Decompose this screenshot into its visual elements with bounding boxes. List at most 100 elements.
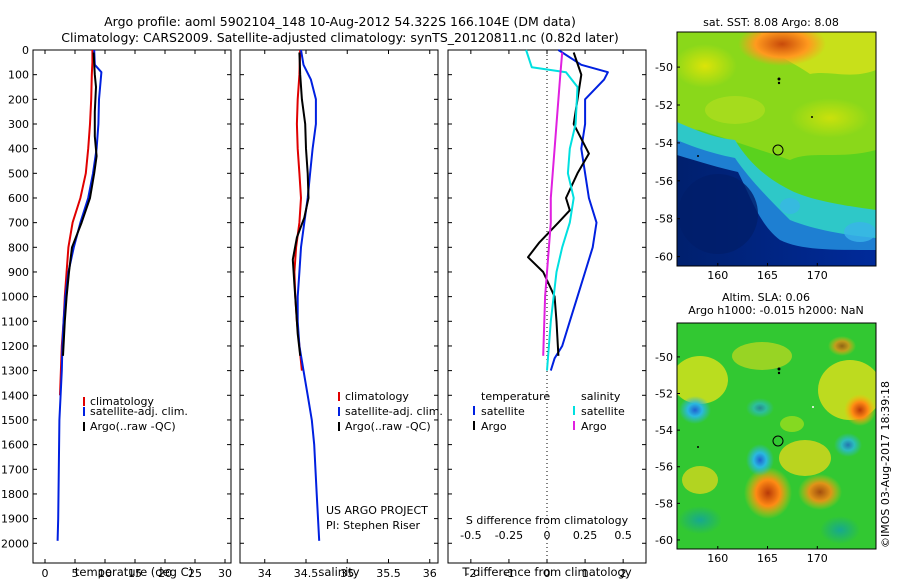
salinity-legend: climatology satellite-adj. clim. Argo(..… (338, 390, 443, 433)
map-y-tick-label: -52 (655, 99, 673, 112)
imos-credit: ©IMOS 03-Aug-2017 18:39:18 (879, 381, 892, 548)
series-line-salinity-argo (542, 52, 564, 356)
map-y-tick-label: -54 (655, 424, 673, 437)
y-tick-label: 1300 (1, 365, 29, 378)
legend-label-sal-argo: Argo (581, 420, 607, 433)
y-tick-label: 1100 (1, 315, 29, 328)
sla-map: Altim. SLA: 0.06 Argo h1000: -0.015 h200… (655, 291, 877, 565)
island-marker (777, 367, 781, 371)
map-y-tick-label: -52 (655, 388, 673, 401)
map-y-tick-label: -50 (655, 351, 673, 364)
salinity-difference-xlabel: S difference from climatology (466, 514, 629, 527)
y-tick-label: 2000 (1, 537, 29, 550)
map-y-tick-label: -54 (655, 137, 673, 150)
island-marker (777, 81, 781, 85)
temperature-axes-frame (32, 49, 232, 564)
series-line-satellite-adj-clim (296, 49, 321, 541)
y-tick-label: 0 (22, 44, 29, 57)
island-marker (812, 406, 814, 408)
x-tick-label: 15 (128, 567, 142, 580)
sla-map-title: Altim. SLA: 0.06 (722, 291, 810, 304)
legend-label-climatology: climatology (90, 395, 154, 408)
x-tick-label: 36 (423, 567, 437, 580)
map-y-tick-label: -50 (655, 61, 673, 74)
y-tick-label: 400 (8, 143, 29, 156)
map-y-tick-label: -60 (655, 534, 673, 547)
map-x-tick-label: 170 (807, 269, 828, 282)
sst-map-frame (676, 31, 877, 267)
temperature-panel: 0100200300400500600700800900100011001200… (1, 44, 232, 580)
legend-label-temp-satellite: satellite (481, 405, 525, 418)
legend-label-satellite: satellite-adj. clim. (90, 405, 188, 418)
legend-label-satellite: satellite-adj. clim. (345, 405, 443, 418)
salinity-diff-tick-label: 0 (544, 529, 551, 542)
x-tick-label: 10 (98, 567, 112, 580)
project-annotation: US ARGO PROJECT (326, 504, 428, 517)
y-tick-label: 700 (8, 217, 29, 230)
legend-heading-salinity: salinity (581, 390, 621, 403)
legend-label-argo: Argo(..raw -QC) (345, 420, 431, 433)
legend-heading-temperature: temperature (481, 390, 550, 403)
island-marker (777, 371, 781, 375)
y-tick-label: 1600 (1, 439, 29, 452)
x-tick-label: 0 (42, 567, 49, 580)
map-y-tick-label: -60 (655, 251, 673, 264)
argo-location-marker (772, 435, 784, 447)
x-tick-label: -2 (465, 567, 476, 580)
figure-title: Argo profile: aoml 5902104_148 10-Aug-20… (104, 14, 576, 29)
difference-axes-frame (447, 49, 647, 564)
map-x-tick-label: 160 (707, 269, 728, 282)
y-tick-label: 200 (8, 93, 29, 106)
map-y-tick-label: -56 (655, 461, 673, 474)
x-tick-label: 30 (218, 567, 232, 580)
sla-map-frame (676, 322, 877, 550)
x-tick-label: 25 (188, 567, 202, 580)
temperature-xlabel: temperature (deg C) (75, 565, 193, 579)
island-marker (697, 446, 699, 448)
salinity-xlabel: salinity (318, 565, 359, 579)
legend-label-temp-argo: Argo (481, 420, 507, 433)
y-tick-label: 1200 (1, 340, 29, 353)
x-tick-label: 0 (544, 567, 551, 580)
salinity-diff-tick-label: -0.5 (460, 529, 481, 542)
x-tick-label: 20 (158, 567, 172, 580)
x-tick-label: 35 (340, 567, 354, 580)
salinity-panel: 34 34.5 35 35.5 36 salinity climatology sate… (239, 49, 443, 580)
y-tick-label: 1500 (1, 414, 29, 427)
map-y-tick-label: -58 (655, 497, 673, 510)
sla-map-subtitle: Argo h1000: -0.015 h2000: NaN (688, 304, 864, 317)
x-tick-label: 2 (620, 567, 627, 580)
y-tick-label: 600 (8, 192, 29, 205)
island-marker (811, 116, 813, 118)
y-tick-label: 800 (8, 241, 29, 254)
x-tick-label: 5 (72, 567, 79, 580)
y-tick-label: 1700 (1, 463, 29, 476)
series-line-argo-raw-qc (291, 52, 310, 356)
x-tick-label: 34.5 (294, 567, 319, 580)
pi-annotation: PI: Stephen Riser (326, 519, 421, 532)
legend-label-climatology: climatology (345, 390, 409, 403)
island-marker (777, 77, 781, 81)
island-marker (697, 155, 699, 157)
salinity-axes-frame (239, 49, 439, 564)
difference-legend: temperature satellite Argo salinity sate… (473, 390, 625, 433)
y-tick-label: 1400 (1, 389, 29, 402)
series-line-salinity-satellite (525, 49, 579, 371)
y-tick-label: 1000 (1, 291, 29, 304)
x-tick-label: 1 (582, 567, 589, 580)
map-x-tick-label: 160 (707, 552, 728, 565)
y-tick-label: 300 (8, 118, 29, 131)
salinity-diff-tick-label: 0.25 (573, 529, 598, 542)
map-x-tick-label: 165 (757, 552, 778, 565)
salinity-diff-tick-label: -0.25 (495, 529, 523, 542)
salinity-diff-tick-label: 0.5 (614, 529, 632, 542)
legend-label-sal-satellite: satellite (581, 405, 625, 418)
series-line-climatology (59, 50, 94, 396)
sla-map-image (677, 323, 876, 549)
x-tick-label: 34 (258, 567, 272, 580)
series-line-argo-raw-qc (62, 52, 98, 356)
map-x-tick-label: 165 (757, 269, 778, 282)
temperature-difference-xlabel: T difference from climatology (461, 565, 632, 579)
y-tick-label: 1900 (1, 513, 29, 526)
difference-panel: -2 -1 0 1 2 S difference from climatology -0… (447, 49, 647, 580)
